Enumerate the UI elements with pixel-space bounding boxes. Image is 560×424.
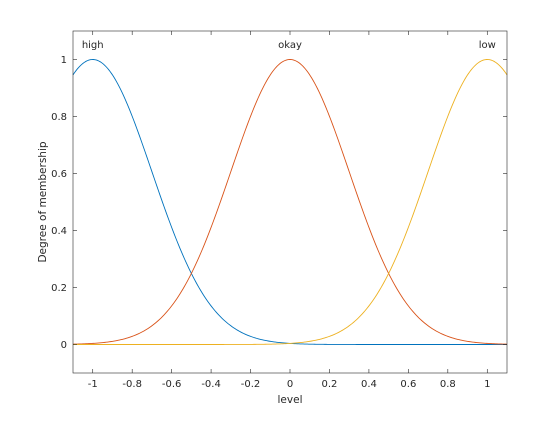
membership-label-low: low xyxy=(479,40,496,51)
x-tick-label: 0.2 xyxy=(322,379,338,390)
x-tick-label: 0.6 xyxy=(400,379,416,390)
y-tick-label: 0.6 xyxy=(51,169,67,180)
y-tick-label: 0.8 xyxy=(51,112,67,123)
series-line-low xyxy=(73,59,508,345)
x-tick-label: -1 xyxy=(88,379,98,390)
x-tick-label: 0 xyxy=(287,379,293,390)
x-tick-label: 1 xyxy=(484,379,490,390)
membership-labels: high okay low xyxy=(82,40,496,51)
x-tick-label: -0.4 xyxy=(201,379,221,390)
curves-layer xyxy=(72,59,508,345)
x-tick-label: -0.6 xyxy=(162,379,182,390)
y-tick-label: 0 xyxy=(61,340,67,351)
x-tick-label: -0.8 xyxy=(122,379,142,390)
membership-label-high: high xyxy=(82,40,104,51)
x-tick-label: -0.2 xyxy=(241,379,261,390)
y-axis-ticks: 0 0.2 0.4 0.6 0.8 1 xyxy=(51,55,507,351)
membership-label-okay: okay xyxy=(278,40,302,51)
x-axis-label: level xyxy=(278,394,303,406)
y-tick-label: 0.4 xyxy=(51,226,67,237)
y-tick-label: 0.2 xyxy=(51,283,67,294)
series-line-okay xyxy=(72,59,508,345)
x-axis-ticks: -1 -0.8 -0.6 -0.4 -0.2 0 0.2 0.4 0.6 0.8 1 xyxy=(88,31,490,390)
x-tick-label: 0.4 xyxy=(361,379,377,390)
x-tick-label: 0.8 xyxy=(440,379,456,390)
y-axis-label: Degree of membership xyxy=(37,141,49,262)
plot-area xyxy=(73,31,507,373)
y-tick-label: 1 xyxy=(61,55,67,66)
